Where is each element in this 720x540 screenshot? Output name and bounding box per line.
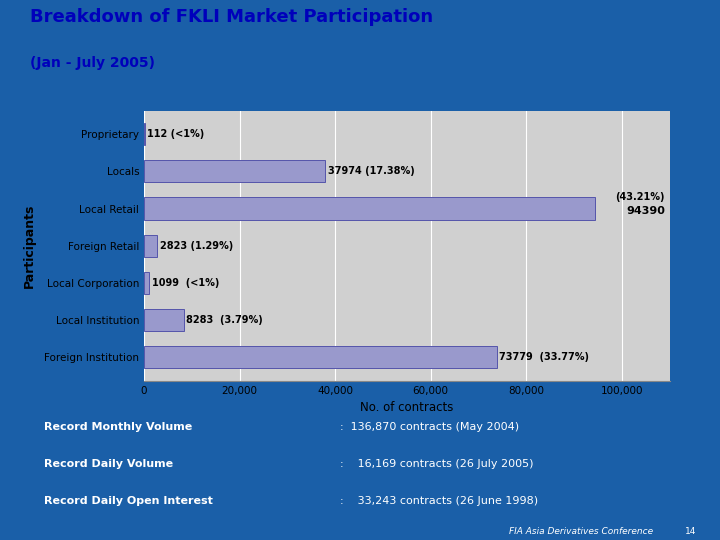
Text: Record Daily Volume: Record Daily Volume — [44, 459, 173, 469]
Bar — [144, 234, 158, 257]
Y-axis label: Participants: Participants — [23, 204, 36, 288]
Text: FIA Asia Derivatives Conference: FIA Asia Derivatives Conference — [509, 527, 653, 536]
Text: (43.21%): (43.21%) — [616, 192, 665, 202]
Text: :    16,169 contracts (26 July 2005): : 16,169 contracts (26 July 2005) — [340, 459, 534, 469]
Text: 8283  (3.79%): 8283 (3.79%) — [186, 315, 264, 325]
Text: 73779  (33.77%): 73779 (33.77%) — [500, 352, 590, 362]
X-axis label: No. of contracts: No. of contracts — [360, 401, 454, 414]
Bar — [144, 346, 497, 368]
Bar — [144, 309, 184, 331]
Text: :    33,243 contracts (26 June 1998): : 33,243 contracts (26 June 1998) — [340, 496, 538, 507]
Text: 37974 (17.38%): 37974 (17.38%) — [328, 166, 415, 177]
Text: Record Daily Open Interest: Record Daily Open Interest — [44, 496, 213, 507]
Text: 1099  (<1%): 1099 (<1%) — [152, 278, 220, 288]
Text: 112 (<1%): 112 (<1%) — [148, 129, 204, 139]
Bar — [144, 197, 595, 220]
Text: 94390: 94390 — [626, 206, 665, 217]
Text: 14: 14 — [685, 527, 696, 536]
Text: Breakdown of FKLI Market Participation: Breakdown of FKLI Market Participation — [30, 8, 433, 26]
Bar — [144, 272, 149, 294]
Bar — [144, 160, 325, 183]
Text: (Jan - July 2005): (Jan - July 2005) — [30, 56, 155, 70]
Text: Record Monthly Volume: Record Monthly Volume — [44, 422, 192, 432]
Text: :  136,870 contracts (May 2004): : 136,870 contracts (May 2004) — [340, 422, 519, 432]
Text: 2823 (1.29%): 2823 (1.29%) — [161, 241, 233, 251]
